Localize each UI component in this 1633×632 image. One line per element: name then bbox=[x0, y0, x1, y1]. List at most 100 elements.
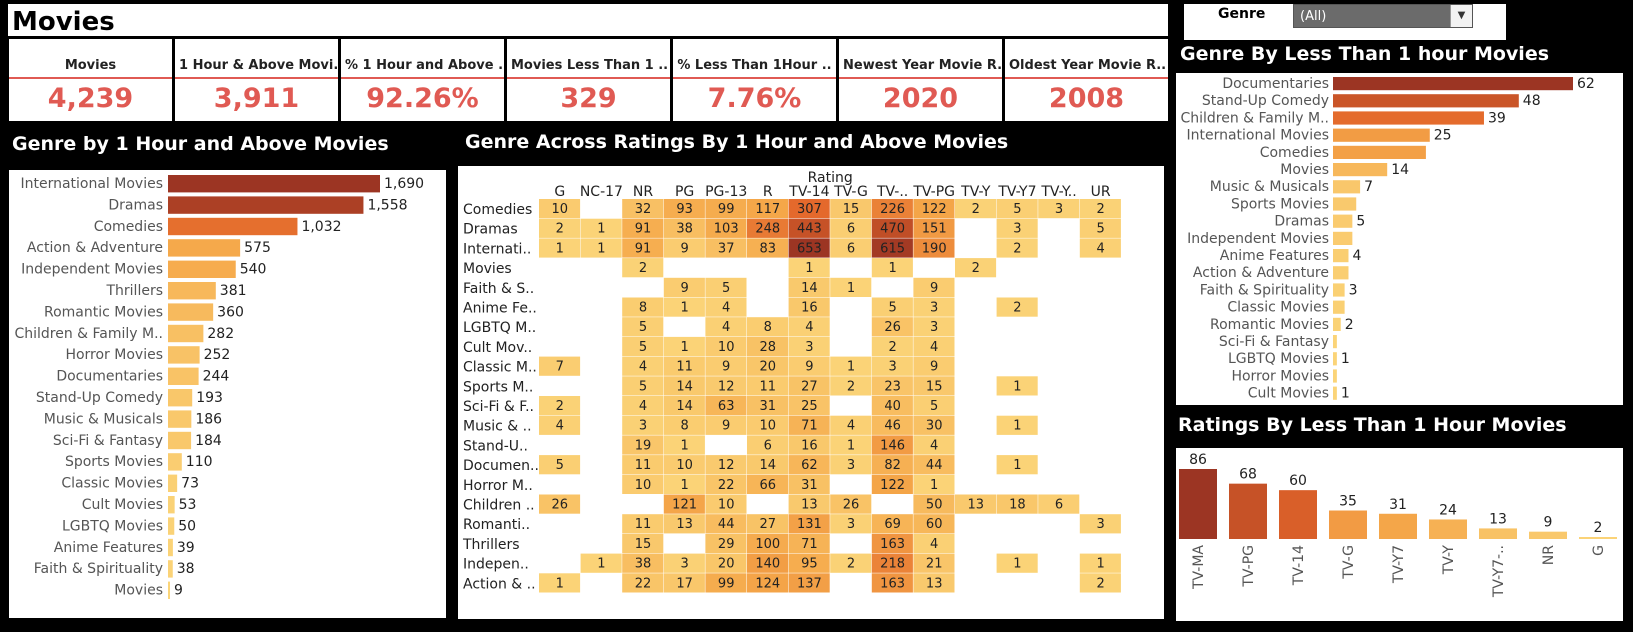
heatmap-cell[interactable] bbox=[663, 336, 705, 357]
heatmap-cell[interactable] bbox=[663, 494, 705, 514]
heatmap-cell[interactable] bbox=[788, 415, 830, 435]
heatmap-cell[interactable] bbox=[622, 238, 664, 258]
heatmap-cell[interactable] bbox=[996, 199, 1038, 219]
bar[interactable] bbox=[1333, 180, 1361, 194]
heatmap-cell[interactable] bbox=[788, 573, 830, 593]
heatmap-cell[interactable] bbox=[871, 376, 913, 396]
heatmap-cell[interactable] bbox=[747, 356, 789, 376]
heatmap-cell[interactable] bbox=[705, 297, 747, 317]
heatmap-cell[interactable] bbox=[913, 317, 955, 337]
heatmap-cell[interactable] bbox=[1079, 238, 1121, 258]
heatmap-cell[interactable] bbox=[871, 218, 913, 238]
heatmap-cell[interactable] bbox=[747, 573, 789, 593]
heatmap-cell[interactable] bbox=[788, 396, 830, 416]
heatmap-cell[interactable] bbox=[871, 573, 913, 593]
heatmap-cell[interactable] bbox=[871, 297, 913, 317]
heatmap-cell[interactable] bbox=[663, 396, 705, 416]
heatmap-cell[interactable] bbox=[747, 317, 789, 337]
bar[interactable] bbox=[168, 453, 182, 471]
heatmap-cell[interactable] bbox=[913, 553, 955, 573]
heatmap-cell[interactable] bbox=[663, 435, 705, 455]
heatmap-cell[interactable] bbox=[747, 376, 789, 396]
bar[interactable] bbox=[1579, 537, 1617, 539]
heatmap-cell[interactable] bbox=[788, 455, 830, 475]
heatmap-cell[interactable] bbox=[705, 533, 747, 554]
heatmap-cell[interactable] bbox=[913, 336, 955, 357]
bar[interactable] bbox=[168, 239, 241, 257]
heatmap-cell[interactable] bbox=[663, 474, 705, 494]
chevron-down-icon[interactable]: ▼ bbox=[1450, 5, 1472, 27]
heatmap-cell[interactable] bbox=[830, 277, 872, 297]
heatmap-cell[interactable] bbox=[1038, 494, 1080, 514]
heatmap-cell[interactable] bbox=[996, 218, 1038, 238]
heatmap-cell[interactable] bbox=[705, 238, 747, 258]
heatmap-cell[interactable] bbox=[871, 514, 913, 534]
bar[interactable] bbox=[1279, 490, 1317, 539]
heatmap-cell[interactable] bbox=[622, 514, 664, 534]
heatmap-cell[interactable] bbox=[705, 514, 747, 534]
heatmap-cell[interactable] bbox=[1079, 199, 1121, 219]
bar[interactable] bbox=[168, 324, 204, 343]
heatmap-cell[interactable] bbox=[996, 455, 1038, 475]
bar[interactable] bbox=[168, 260, 236, 278]
heatmap-cell[interactable] bbox=[955, 494, 997, 514]
bar[interactable] bbox=[1333, 77, 1573, 91]
heatmap-cell[interactable] bbox=[663, 553, 705, 573]
heatmap-cell[interactable] bbox=[663, 573, 705, 593]
heatmap-cell[interactable] bbox=[539, 218, 581, 238]
heatmap-cell[interactable] bbox=[705, 474, 747, 494]
heatmap-cell[interactable] bbox=[788, 435, 830, 455]
bar[interactable] bbox=[1333, 111, 1484, 125]
heatmap-cell[interactable] bbox=[663, 376, 705, 396]
heatmap-cell[interactable] bbox=[580, 238, 622, 258]
heatmap-cell[interactable] bbox=[830, 218, 872, 238]
heatmap-cell[interactable] bbox=[705, 396, 747, 416]
heatmap-cell[interactable] bbox=[747, 455, 789, 475]
bar[interactable] bbox=[1333, 163, 1388, 177]
heatmap-cell[interactable] bbox=[747, 474, 789, 494]
heatmap-cell[interactable] bbox=[663, 415, 705, 435]
heatmap-cell[interactable] bbox=[705, 415, 747, 435]
heatmap-cell[interactable] bbox=[705, 494, 747, 514]
heatmap-cell[interactable] bbox=[663, 356, 705, 376]
heatmap-cell[interactable] bbox=[705, 573, 747, 593]
heatmap-cell[interactable] bbox=[830, 514, 872, 534]
heatmap-cell[interactable] bbox=[747, 553, 789, 573]
heatmap-cell[interactable] bbox=[747, 415, 789, 435]
heatmap-cell[interactable] bbox=[996, 376, 1038, 396]
heatmap-cell[interactable] bbox=[539, 199, 581, 219]
heatmap-cell[interactable] bbox=[747, 238, 789, 258]
heatmap-cell[interactable] bbox=[913, 277, 955, 297]
heatmap-cell[interactable] bbox=[705, 455, 747, 475]
heatmap-cell[interactable] bbox=[913, 396, 955, 416]
heatmap-cell[interactable] bbox=[788, 199, 830, 219]
heatmap-cell[interactable] bbox=[871, 553, 913, 573]
bar[interactable] bbox=[168, 175, 380, 193]
bar[interactable] bbox=[168, 560, 173, 578]
heatmap-cell[interactable] bbox=[788, 336, 830, 357]
bar[interactable] bbox=[168, 303, 214, 321]
bar[interactable] bbox=[168, 474, 178, 492]
heatmap-cell[interactable] bbox=[788, 297, 830, 317]
heatmap-cell[interactable] bbox=[996, 297, 1038, 317]
bar[interactable] bbox=[1379, 513, 1417, 539]
bar[interactable] bbox=[1333, 283, 1345, 297]
heatmap-cell[interactable] bbox=[788, 277, 830, 297]
heatmap-cell[interactable] bbox=[996, 415, 1038, 435]
heatmap-cell[interactable] bbox=[871, 258, 913, 278]
heatmap-cell[interactable] bbox=[705, 277, 747, 297]
heatmap-cell[interactable] bbox=[539, 455, 581, 475]
heatmap-cell[interactable] bbox=[871, 474, 913, 494]
heatmap-cell[interactable] bbox=[788, 553, 830, 573]
bar[interactable] bbox=[1429, 519, 1467, 539]
heatmap-cell[interactable] bbox=[705, 553, 747, 573]
heatmap-cell[interactable] bbox=[871, 199, 913, 219]
heatmap-cell[interactable] bbox=[871, 415, 913, 435]
bar[interactable] bbox=[168, 217, 298, 236]
heatmap-cell[interactable] bbox=[705, 356, 747, 376]
bar[interactable] bbox=[1329, 510, 1367, 539]
heatmap-cell[interactable] bbox=[539, 396, 581, 416]
heatmap-cell[interactable] bbox=[622, 258, 664, 278]
heatmap-cell[interactable] bbox=[955, 258, 997, 278]
bar[interactable] bbox=[168, 581, 170, 599]
